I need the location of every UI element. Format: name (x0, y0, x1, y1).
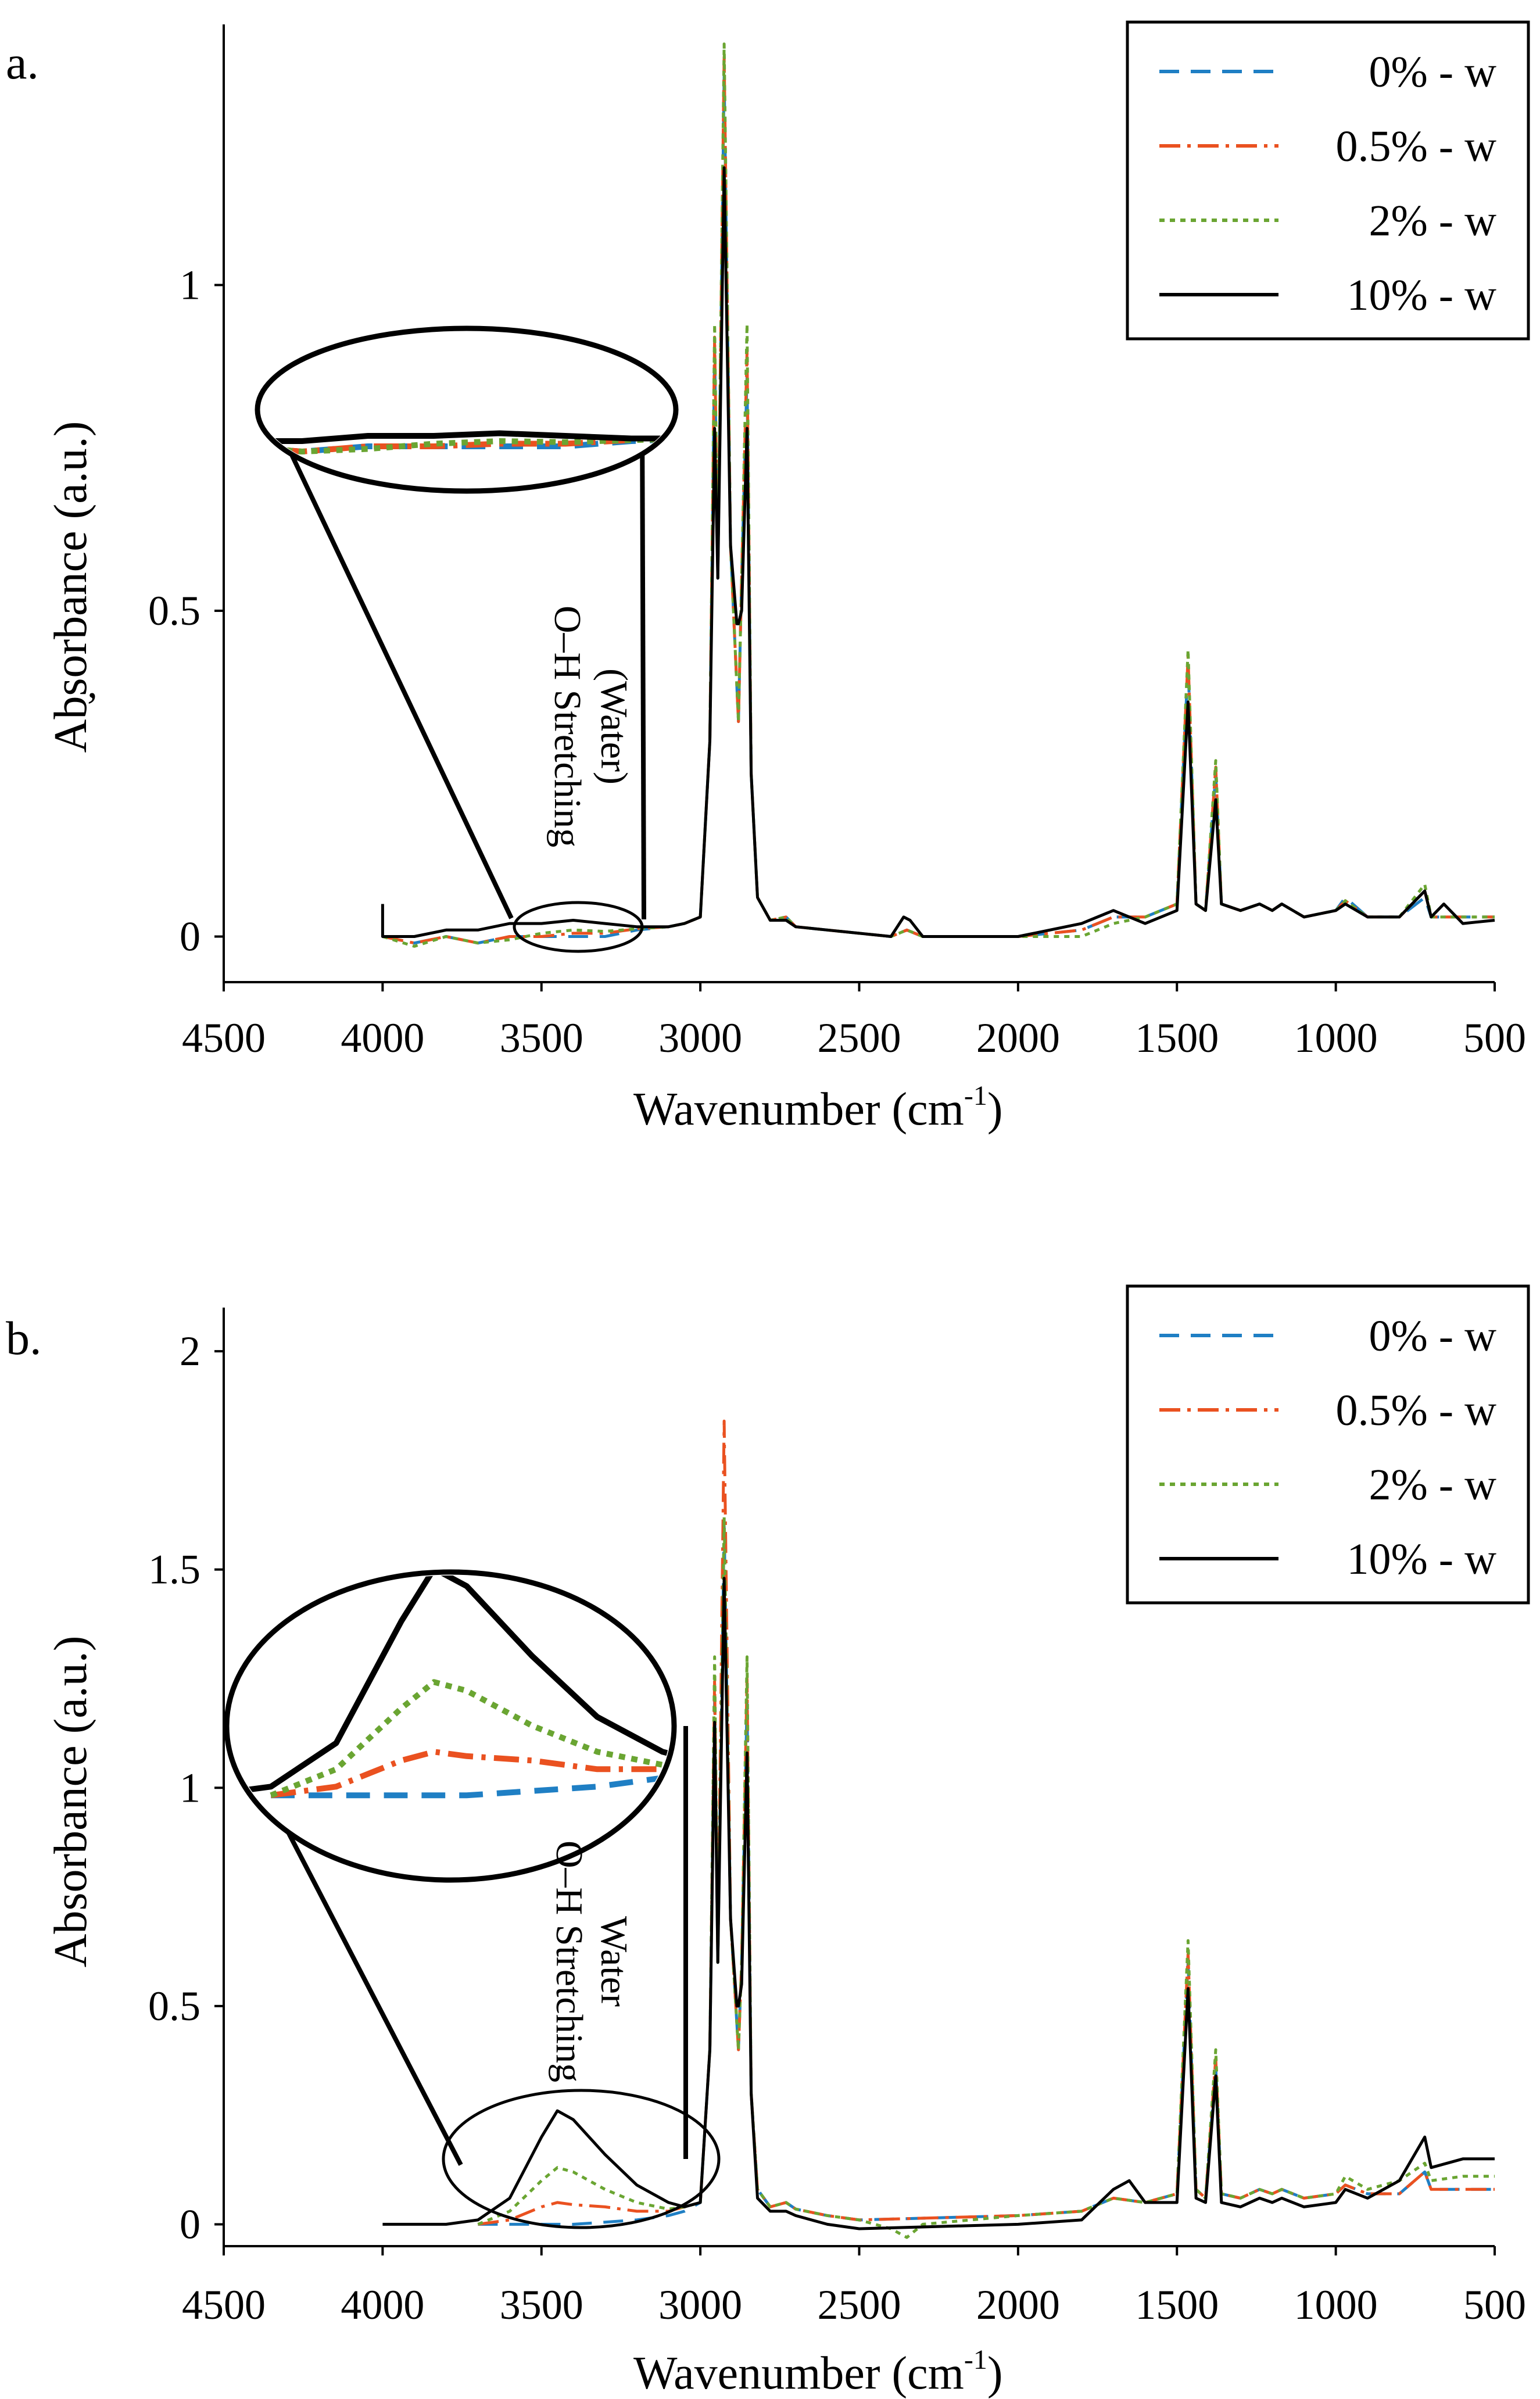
y-tick-label-b: 2 (180, 1328, 200, 1374)
panel-label-b: b. (6, 1312, 42, 1365)
legend-label-b-0: 0% - w (1369, 1312, 1496, 1360)
x-axis-title-b: Wavenumber (cm-1) (633, 2344, 1003, 2399)
panel-label-a: a. (6, 36, 39, 89)
panel-a: a. 4500 4000 3500 3000 2500 2000 1500 1000 500 0 0… (6, 20, 1530, 1135)
legend-label-b-1: 0.5% - w (1335, 1386, 1496, 1435)
legend-label-a-3: 10% - w (1346, 271, 1496, 320)
legend-label-a-1: 0.5% - w (1335, 122, 1496, 171)
x-tick-label-b: 4500 (182, 2282, 266, 2328)
x-tick-label-a: 3000 (658, 1015, 742, 1061)
zoom-series-b-1 (270, 1749, 671, 1799)
x-axis-title-text-b: Wavenumber (cm (633, 2348, 964, 2399)
series-line-a-3 (381, 166, 1495, 938)
x-axis-title-end-a: ) (987, 1084, 1003, 1135)
plot-area-a: 4500 4000 3500 3000 2500 2000 1500 1000 500 0 0.5 1 (148, 24, 1526, 1061)
x-tick-label-a: 1500 (1135, 1015, 1219, 1061)
zoom-inset-ellipse-a (255, 325, 679, 494)
x-tick-label-a: 2000 (976, 1015, 1060, 1061)
panel-b: b. 4500 4000 3500 3000 2500 2000 1500 1000 500 0 0… (6, 1284, 1530, 2399)
y-tick-label-b: 0.5 (148, 1983, 200, 2029)
zoom-series-a-2 (261, 435, 672, 454)
x-tick-label-b: 1500 (1135, 2282, 1219, 2328)
zoom-inset-curves-a (261, 430, 672, 454)
zoom-series-b-0 (271, 1766, 671, 1799)
legend-b: 0% - w 0.5% - w 2% - w 10% - w (1126, 1284, 1530, 1605)
y-tick-label-b: 0 (180, 2201, 200, 2247)
y-tick-label-b: 1 (180, 1764, 200, 1811)
zoom-series-b-3 (230, 1576, 671, 1799)
y-tick-label-b: 1.5 (148, 1546, 200, 1593)
annotation-b-line1: O–H Stretching (548, 1841, 590, 2082)
legend-box-b (1126, 1284, 1530, 1605)
y-axis-mark-a: , (87, 660, 98, 707)
y-axis-title-b: Absorbance (a.u.) (45, 1636, 96, 1968)
zoom-source-ellipse-a (513, 901, 644, 953)
legend-label-b-2: 2% - w (1369, 1460, 1496, 1509)
legend-label-a-0: 0% - w (1369, 48, 1496, 96)
zoom-inset-curves-b (230, 1576, 671, 1799)
x-tick-label-b: 2500 (818, 2282, 901, 2328)
legend-items-b: 0% - w 0.5% - w 2% - w 10% - w (1159, 1312, 1496, 1584)
series-line-b-0 (478, 1524, 1495, 2226)
x-axis-title-sup-b: -1 (964, 2344, 987, 2375)
y-tick-label-a: 0 (180, 914, 200, 960)
x-tick-label-a: 3500 (500, 1015, 583, 1061)
legend-label-a-2: 2% - w (1369, 196, 1496, 245)
zoom-source-ellipse-b (442, 2089, 721, 2229)
annotation-b-line2: Water (593, 1916, 635, 2007)
series-line-b-2 (477, 1516, 1495, 2239)
x-tick-label-b: 1000 (1294, 2282, 1378, 2328)
y-tick-label-a: 1 (180, 262, 200, 308)
x-axis-title-end-b: ) (987, 2348, 1003, 2399)
y-tick-label-a: 0.5 (148, 588, 200, 634)
x-tick-label-b: 3000 (658, 2282, 742, 2328)
x-axis-title-sup-a: -1 (964, 1080, 987, 1111)
zoom-connector-a-1 (640, 409, 646, 920)
x-tick-label-a: 500 (1463, 1015, 1526, 1061)
series-line-b-3 (382, 1577, 1495, 2230)
plot-area-b: 4500 4000 3500 3000 2500 2000 1500 1000 500 0 0.5 1… (148, 1308, 1526, 2328)
legend-a: 0% - w 0.5% - w 2% - w 10% - w (1126, 20, 1530, 341)
zoom-series-a-3 (261, 430, 672, 444)
x-axis-title-text-a: Wavenumber (cm (633, 1084, 964, 1135)
x-axis-title-a: Wavenumber (cm-1) (633, 1080, 1003, 1135)
zoom-inset-ellipse-b (224, 1569, 677, 1883)
x-tick-label-a: 4500 (182, 1015, 266, 1061)
x-tick-label-a: 4000 (341, 1015, 424, 1061)
zoom-connector-a-0 (271, 414, 514, 919)
annotation-a-line1: O–H Stretching (546, 606, 589, 847)
x-tick-label-a: 2500 (818, 1015, 901, 1061)
x-tick-label-b: 3500 (500, 2282, 583, 2328)
annotation-a-line2: (Water) (593, 668, 635, 785)
y-axis-title-a: Absorbance (a.u.) (45, 421, 96, 753)
legend-label-b-3: 10% - w (1346, 1535, 1496, 1584)
x-tick-label-b: 500 (1463, 2282, 1526, 2328)
legend-items-a: 0% - w 0.5% - w 2% - w 10% - w (1159, 48, 1496, 320)
x-tick-label-b: 2000 (976, 2282, 1060, 2328)
legend-box-a (1126, 20, 1530, 341)
x-tick-label-a: 1000 (1294, 1015, 1378, 1061)
x-tick-label-b: 4000 (341, 2282, 424, 2328)
